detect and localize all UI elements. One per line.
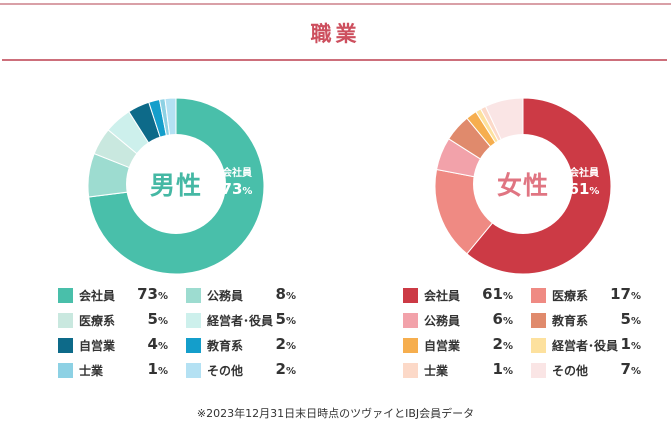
male-legend-item: 自営業: [58, 336, 115, 354]
female-highlight-unit: %: [589, 186, 600, 197]
male-center-circle: 男性: [126, 134, 226, 234]
legend-swatch: [403, 337, 418, 353]
female-highlight-value: 61: [568, 180, 590, 198]
legend-value: 2%: [275, 335, 296, 353]
legend-value: 1%: [147, 360, 168, 378]
male-legend-item: 医療系: [58, 311, 115, 329]
legend-label: その他: [207, 363, 244, 378]
legend-label: 会社員: [79, 288, 116, 303]
female-legend-item: 医療系: [531, 286, 588, 304]
legend-value: 5%: [275, 310, 296, 328]
legend-value: 2%: [275, 360, 296, 378]
legend-label: 士業: [424, 363, 449, 378]
female-highlight-name: 会社員: [569, 168, 599, 179]
page-title: 職業: [310, 22, 361, 46]
female-center-label: 女性: [496, 171, 549, 200]
male-legend-item: 士業: [58, 361, 103, 379]
legend-value: 6%: [492, 310, 513, 328]
female-center-circle: 女性: [473, 134, 573, 234]
top-rule: [0, 3, 671, 5]
male-highlight-value: 73: [221, 180, 243, 198]
female-legend-item: 経営者･役員: [531, 336, 618, 354]
legend-label: 会社員: [424, 288, 461, 303]
legend-swatch: [531, 287, 546, 303]
legend-swatch: [58, 337, 73, 353]
female-legend-item: 士業: [403, 361, 448, 379]
legend-value: 7%: [620, 360, 641, 378]
title-underline: [2, 59, 667, 61]
legend-swatch: [403, 362, 418, 378]
legend-label: 士業: [79, 363, 104, 378]
legend-swatch: [403, 287, 418, 303]
legend-label: 医療系: [79, 313, 116, 328]
legend-label: 医療系: [552, 288, 589, 303]
legend-label: 自営業: [79, 338, 116, 353]
legend-value: 17%: [610, 285, 641, 303]
legend-value: 4%: [147, 335, 168, 353]
legend-swatch: [186, 287, 201, 303]
male-legend-item: 教育系: [186, 336, 243, 354]
legend-label: 教育系: [207, 338, 244, 353]
legend-swatch: [186, 337, 201, 353]
legend-swatch: [58, 312, 73, 328]
male-highlight-label: 会社員 73%: [207, 168, 267, 201]
legend-swatch: [531, 312, 546, 328]
legend-value: 5%: [147, 310, 168, 328]
legend-label: その他: [552, 363, 589, 378]
legend-value: 8%: [275, 285, 296, 303]
male-legend-item: 公務員: [186, 286, 243, 304]
legend-label: 教育系: [552, 313, 589, 328]
male-legend-item: その他: [186, 361, 243, 379]
female-highlight-label: 会社員 61%: [554, 168, 614, 201]
legend-swatch: [186, 362, 201, 378]
legend-value: 73%: [137, 285, 168, 303]
legend-swatch: [531, 337, 546, 353]
female-legend-item: 自営業: [403, 336, 460, 354]
legend-label: 公務員: [424, 313, 461, 328]
female-legend-item: 公務員: [403, 311, 460, 329]
legend-value: 5%: [620, 310, 641, 328]
male-highlight-unit: %: [242, 186, 253, 197]
legend-swatch: [531, 362, 546, 378]
legend-value: 61%: [482, 285, 513, 303]
female-legend-item: その他: [531, 361, 588, 379]
legend-swatch: [403, 312, 418, 328]
male-legend-item: 経営者･役員: [186, 311, 273, 329]
legend-label: 経営者･役員: [552, 338, 619, 353]
legend-label: 公務員: [207, 288, 244, 303]
male-legend-item: 会社員: [58, 286, 115, 304]
legend-label: 経営者･役員: [207, 313, 274, 328]
legend-swatch: [58, 362, 73, 378]
female-legend-item: 会社員: [403, 286, 460, 304]
legend-swatch: [186, 312, 201, 328]
male-center-label: 男性: [149, 171, 202, 200]
legend-value: 2%: [492, 335, 513, 353]
male-highlight-name: 会社員: [222, 168, 252, 179]
legend-label: 自営業: [424, 338, 461, 353]
legend-swatch: [58, 287, 73, 303]
legend-value: 1%: [492, 360, 513, 378]
legend-value: 1%: [620, 335, 641, 353]
female-legend-item: 教育系: [531, 311, 588, 329]
footnote: ※2023年12月31日末日時点のツヴァイとIBJ会員データ: [196, 407, 475, 420]
